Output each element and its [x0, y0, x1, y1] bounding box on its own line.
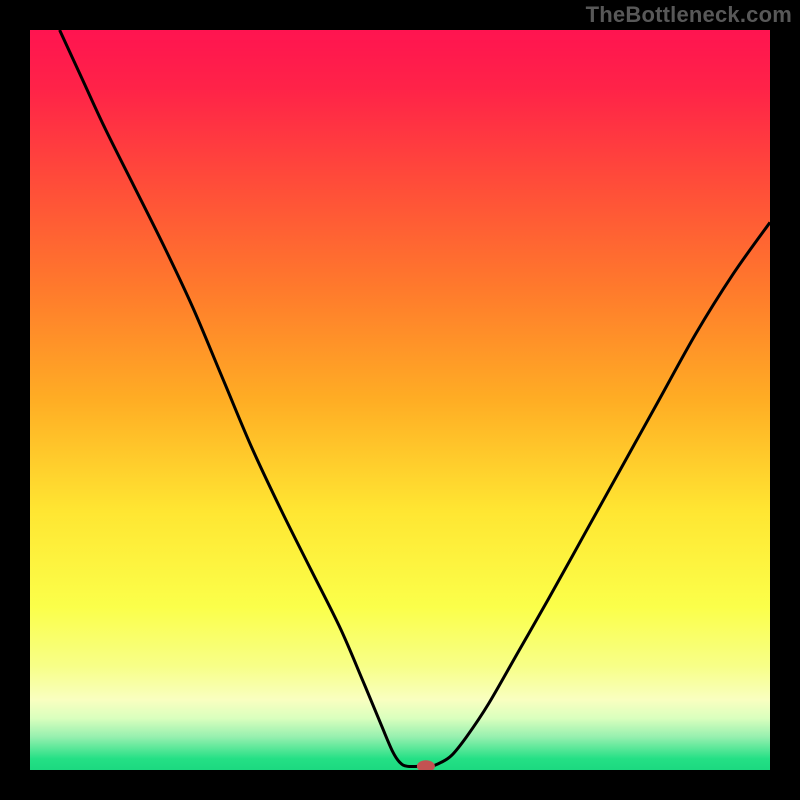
- bottleneck-chart: [0, 0, 800, 800]
- current-marker: [417, 760, 435, 772]
